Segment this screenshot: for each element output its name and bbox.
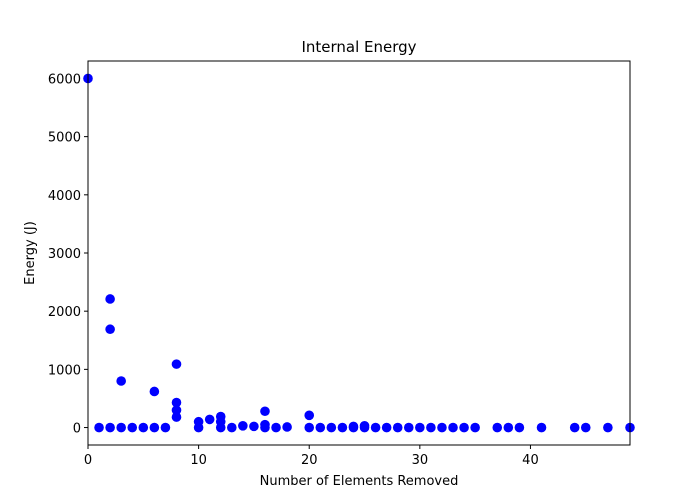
data-point — [503, 422, 514, 433]
data-point — [348, 422, 359, 433]
data-point — [514, 422, 525, 433]
y-tick-label: 2000 — [48, 305, 81, 320]
data-point — [260, 422, 270, 433]
data-point — [536, 422, 547, 433]
data-point — [370, 422, 381, 433]
data-point — [381, 422, 392, 433]
data-point — [448, 422, 458, 433]
data-point — [315, 422, 326, 433]
data-point — [238, 421, 248, 431]
data-point — [359, 422, 370, 433]
data-point — [304, 422, 315, 433]
x-tick-label: 10 — [190, 453, 207, 468]
x-tick-label: 40 — [522, 453, 539, 468]
data-point — [138, 422, 149, 433]
x-axis-ticks: 0 10 20 30 40 — [84, 445, 539, 468]
data-point — [116, 376, 126, 386]
data-point — [603, 422, 613, 433]
y-axis-label: Energy (J) — [23, 221, 38, 285]
data-point — [193, 422, 204, 433]
data-point — [569, 422, 580, 433]
data-point — [249, 421, 259, 432]
chart-title: Internal Energy — [301, 38, 416, 56]
data-points — [83, 73, 635, 433]
data-point — [226, 422, 237, 433]
y-tick-label: 0 — [73, 422, 81, 437]
data-point — [171, 405, 182, 415]
y-tick-label: 4000 — [48, 189, 81, 204]
y-axis-ticks: 0 1000 2000 3000 4000 5000 6000 — [48, 72, 88, 437]
data-point — [437, 422, 447, 433]
data-point — [171, 412, 182, 422]
data-point — [171, 397, 182, 408]
y-tick-label: 3000 — [48, 247, 81, 262]
data-point — [94, 422, 104, 433]
data-point — [204, 414, 215, 425]
data-point — [580, 422, 591, 433]
data-point — [304, 410, 315, 421]
data-point — [415, 422, 425, 433]
data-point — [426, 422, 436, 433]
x-tick-label: 30 — [412, 453, 429, 468]
data-point — [470, 422, 480, 433]
data-point — [116, 422, 126, 433]
data-point — [337, 422, 348, 433]
data-point — [492, 422, 503, 433]
x-tick-label: 0 — [84, 453, 92, 468]
data-point — [271, 422, 281, 433]
x-tick-label: 20 — [301, 453, 318, 468]
data-point — [149, 422, 160, 433]
data-point — [105, 294, 115, 304]
data-point — [160, 422, 171, 433]
data-point — [105, 324, 115, 335]
y-tick-label: 6000 — [48, 72, 81, 87]
data-point — [459, 422, 469, 433]
data-point — [282, 422, 292, 432]
data-point — [105, 422, 115, 433]
data-point — [260, 406, 270, 417]
data-point — [403, 422, 414, 433]
plot-frame — [87, 60, 631, 446]
data-point — [215, 422, 226, 433]
data-point — [149, 386, 160, 397]
x-axis-label: Number of Elements Removed — [260, 474, 459, 489]
data-point — [127, 422, 138, 433]
data-point — [392, 422, 403, 433]
y-tick-label: 5000 — [48, 131, 81, 146]
y-tick-label: 1000 — [48, 363, 81, 378]
data-point — [171, 359, 182, 369]
data-point — [326, 422, 337, 433]
